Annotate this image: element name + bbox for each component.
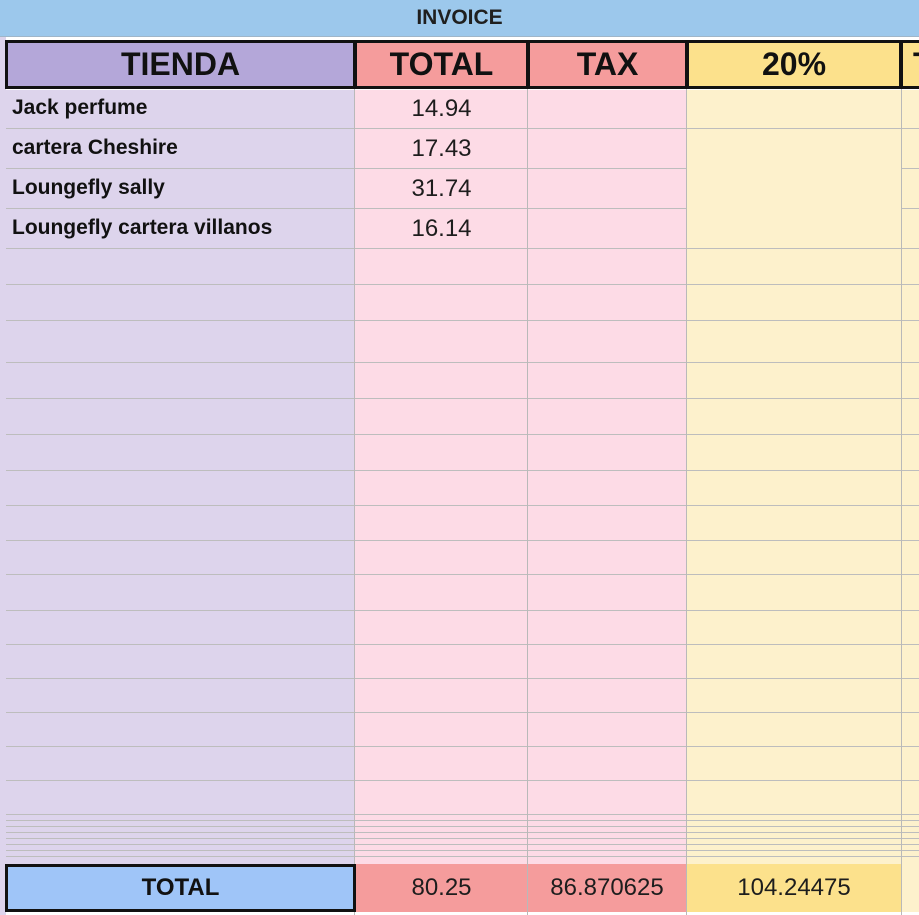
row-gridline xyxy=(6,610,919,611)
invoice-title-cell[interactable]: INVOICE xyxy=(0,0,919,37)
row-gridline xyxy=(6,712,919,713)
tienda-column[interactable] xyxy=(6,90,354,868)
row-gridline xyxy=(687,128,901,129)
tax-column[interactable] xyxy=(528,90,686,868)
column-gridline xyxy=(901,88,902,915)
footer-total-value[interactable]: 80.25 xyxy=(356,864,527,912)
invoice-title: INVOICE xyxy=(416,6,503,29)
partial-column[interactable] xyxy=(902,90,919,868)
row-gridline xyxy=(6,844,919,845)
cell-total-row-3[interactable]: 31.74 xyxy=(411,175,472,202)
row-gridline xyxy=(902,128,919,129)
row-gridline xyxy=(6,208,686,209)
footer-percent-value[interactable]: 104.24475 xyxy=(687,864,901,912)
header-total-label: TOTAL xyxy=(389,46,494,82)
row-gridline xyxy=(6,434,919,435)
row-gridline xyxy=(6,832,919,833)
row-gridline xyxy=(6,678,919,679)
row-gridline xyxy=(6,820,919,821)
row-gridline xyxy=(6,746,919,747)
header-percent-label: 20% xyxy=(761,46,827,82)
row-gridline xyxy=(902,208,919,209)
total-column[interactable] xyxy=(355,90,527,868)
column-gridline xyxy=(686,88,687,915)
cell-total-row-1[interactable]: 14.94 xyxy=(411,95,472,122)
row-gridline xyxy=(6,128,686,129)
footer-tax-value[interactable]: 86.870625 xyxy=(528,864,686,912)
row-gridline xyxy=(6,826,919,827)
row-gridline xyxy=(6,470,919,471)
row-gridline xyxy=(902,168,919,169)
row-gridline xyxy=(6,838,919,839)
row-gridline xyxy=(6,248,919,249)
row-gridline xyxy=(6,505,919,506)
row-gridline xyxy=(6,540,919,541)
cell-name-row-2[interactable]: cartera Cheshire xyxy=(12,136,178,159)
header-tax-label: TAX xyxy=(576,46,639,82)
row-gridline xyxy=(6,398,919,399)
footer-total-label: TOTAL xyxy=(141,874,220,901)
footer-partial-cell[interactable] xyxy=(902,864,919,912)
row-gridline xyxy=(6,856,919,857)
column-gridline xyxy=(527,88,528,915)
header-partial-label: T xyxy=(913,46,919,83)
header-percent[interactable]: 20% xyxy=(686,40,902,89)
cell-name-row-4[interactable]: Loungefly cartera villanos xyxy=(12,216,273,239)
row-gridline xyxy=(6,362,919,363)
header-partial[interactable]: T xyxy=(900,40,919,89)
cell-total-row-2[interactable]: 17.43 xyxy=(411,135,472,162)
row-gutter xyxy=(0,37,6,915)
row-gridline xyxy=(6,168,686,169)
cell-name-row-1[interactable]: Jack perfume xyxy=(12,96,148,119)
column-gridline xyxy=(354,88,355,915)
footer-total-label-cell[interactable]: TOTAL xyxy=(5,864,356,912)
row-gridline xyxy=(6,644,919,645)
row-gridline xyxy=(6,320,919,321)
cell-name-row-3[interactable]: Loungefly sally xyxy=(12,176,165,199)
row-gridline xyxy=(6,284,919,285)
row-gridline xyxy=(6,574,919,575)
cell-total-row-4[interactable]: 16.14 xyxy=(411,215,472,242)
percent-column[interactable] xyxy=(687,90,901,868)
row-gridline xyxy=(6,814,919,815)
row-gridline xyxy=(6,850,919,851)
header-tienda-label: TIENDA xyxy=(120,46,241,82)
row-gridline xyxy=(6,780,919,781)
header-tax[interactable]: TAX xyxy=(527,40,688,89)
header-tienda[interactable]: TIENDA xyxy=(5,40,356,89)
header-total[interactable]: TOTAL xyxy=(354,40,529,89)
